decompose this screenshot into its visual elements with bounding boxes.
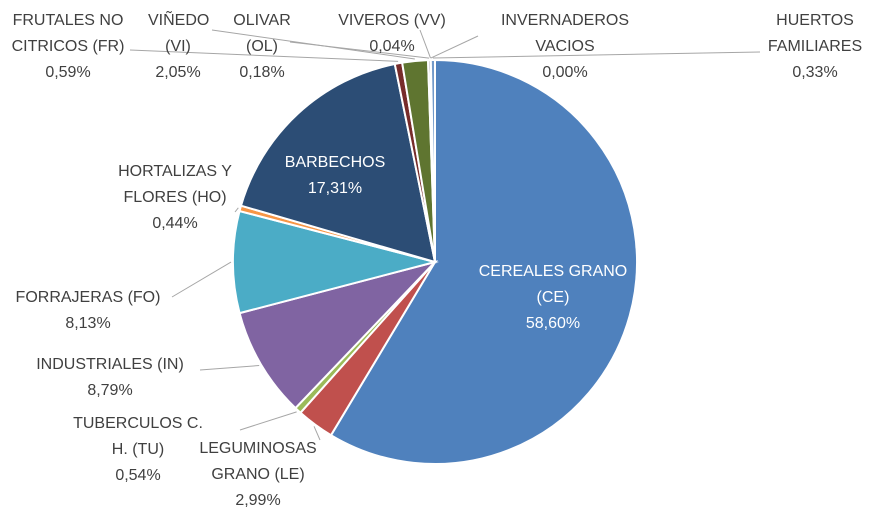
leader-line	[289, 41, 430, 59]
data-label: TUBERCULOS C. H. (TU) 0,54%	[63, 411, 213, 489]
value-label: 0,18%	[239, 64, 285, 81]
data-label: HUERTOS FAMILIARES 0,33%	[755, 8, 875, 86]
value-label: 0,33%	[792, 64, 838, 81]
data-label: CEREALES GRANO (CE) 58,60%	[468, 259, 638, 337]
data-label: HORTALIZAS Y FLORES (HO) 0,44%	[100, 159, 250, 237]
value-label: 17,31%	[307, 180, 363, 197]
value-label: 0,44%	[152, 215, 198, 232]
value-label: 58,60%	[525, 315, 581, 332]
category-label: INVERNADEROS VACIOS	[500, 12, 630, 55]
value-label: 0,00%	[542, 64, 588, 81]
category-label: HORTALIZAS Y FLORES (HO)	[118, 163, 232, 206]
data-label: INVERNADEROS VACIOS 0,00%	[495, 8, 635, 86]
data-label: FRUTALES NO CITRICOS (FR) 0,59%	[3, 8, 133, 86]
category-label: VIÑEDO (VI)	[148, 12, 210, 55]
pie-slice	[329, 58, 638, 465]
leader-line	[419, 29, 431, 59]
leader-line	[129, 49, 399, 62]
category-label: BARBECHOS	[284, 154, 386, 171]
value-label: 8,79%	[87, 382, 133, 399]
data-label: BARBECHOS 17,31%	[270, 150, 400, 202]
leader-line	[432, 51, 761, 59]
category-label: TUBERCULOS C. H. (TU)	[73, 415, 203, 458]
category-label: INDUSTRIALES (IN)	[36, 356, 184, 373]
pie-slice	[238, 260, 439, 410]
leader-line	[171, 261, 232, 298]
value-label: 2,05%	[155, 64, 201, 81]
pie-slice	[429, 58, 436, 263]
value-label: 0,54%	[115, 467, 161, 484]
data-label: INDUSTRIALES (IN) 8,79%	[10, 352, 210, 404]
category-label: CEREALES GRANO (CE)	[478, 263, 628, 306]
pie-slice	[232, 209, 439, 315]
data-label: FORRAJERAS (FO) 8,13%	[0, 285, 178, 337]
leader-line	[430, 35, 479, 59]
value-label: 0,04%	[369, 38, 415, 55]
leader-line	[199, 364, 260, 371]
leader-line	[234, 207, 239, 213]
category-label: LEGUMINOSAS GRANO (LE)	[199, 440, 317, 483]
data-label: VIVEROS (VV) 0,04%	[327, 8, 457, 60]
data-label: VIÑEDO (VI) 2,05%	[148, 8, 210, 86]
leader-line	[239, 411, 297, 431]
data-label: LEGUMINOSAS GRANO (LE) 2,99%	[183, 436, 333, 514]
value-label: 0,59%	[45, 64, 91, 81]
category-label: OLIVAR (OL)	[233, 12, 291, 55]
value-label: 2,99%	[235, 492, 281, 509]
category-label: FRUTALES NO CITRICOS (FR)	[11, 12, 125, 55]
category-label: HUERTOS FAMILIARES	[767, 12, 863, 55]
value-label: 8,13%	[65, 315, 111, 332]
data-label: OLIVAR (OL) 0,18%	[227, 8, 297, 86]
pie-slice	[239, 62, 437, 264]
category-label: VIVEROS (VV)	[338, 12, 446, 29]
category-label: FORRAJERAS (FO)	[15, 289, 161, 306]
leader-line	[313, 426, 321, 441]
